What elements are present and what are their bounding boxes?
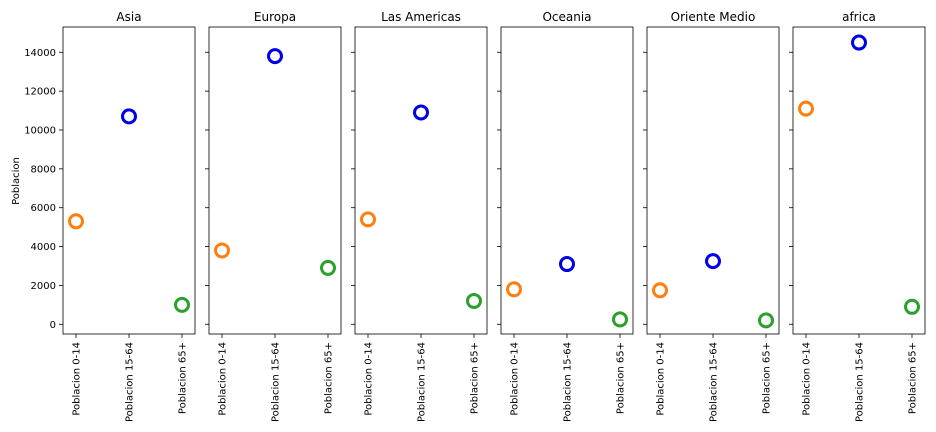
y-tick-label: 8000	[31, 164, 56, 175]
x-tick-label: Poblacion 0-14	[218, 342, 229, 416]
data-point	[612, 311, 628, 328]
x-tick-label: Poblacion 65+	[178, 342, 189, 414]
panel-title: Oceania	[542, 10, 591, 24]
x-tick-label: Poblacion 65+	[762, 342, 773, 414]
x-tick-label: Poblacion 65+	[616, 342, 627, 414]
data-point	[851, 34, 867, 51]
x-tick-label: Poblacion 15-64	[271, 342, 282, 422]
y-tick-label: 4000	[31, 242, 56, 253]
panel-title: Las Americas	[381, 10, 461, 24]
panel-frame	[208, 26, 342, 335]
data-point	[360, 211, 376, 228]
data-point	[214, 242, 230, 259]
panel-1: Europa Poblacion 0-14 Poblacion 15-64 Pobla…	[205, 10, 342, 422]
x-tick-label: Poblacion 0-14	[364, 342, 375, 416]
panel-4: Oriente Medio Poblacion 0-14 Poblacion 15-…	[643, 10, 780, 422]
data-point	[466, 292, 482, 309]
data-point	[705, 253, 721, 270]
panel-title: Europa	[254, 10, 296, 24]
data-point	[174, 296, 190, 313]
y-tick-label: 12000	[24, 87, 56, 98]
data-point	[559, 256, 575, 273]
data-point	[652, 282, 668, 299]
x-tick-label: Poblacion 15-64	[125, 342, 136, 422]
panel-title: Oriente Medio	[671, 10, 756, 24]
x-tick-label: Poblacion 15-64	[855, 342, 866, 422]
data-point	[121, 108, 137, 125]
data-point	[413, 104, 429, 121]
x-tick-label: Poblacion 0-14	[72, 342, 83, 416]
panel-frame	[354, 26, 488, 335]
y-axis-label: Poblacion	[11, 157, 22, 205]
y-axis-label-group: Poblacion	[11, 157, 22, 205]
x-tick-label: Poblacion 65+	[908, 342, 919, 414]
data-point	[798, 100, 814, 117]
x-tick-label: Poblacion 65+	[470, 342, 481, 414]
panel-title: africa	[842, 10, 876, 24]
data-point	[506, 281, 522, 298]
y-tick-label: 10000	[24, 125, 56, 136]
panel-title: Asia	[116, 10, 141, 24]
y-tick-label: 2000	[31, 281, 56, 292]
data-point	[320, 259, 336, 276]
x-tick-label: Poblacion 65+	[324, 342, 335, 414]
y-tick-label: 0	[50, 320, 56, 331]
x-tick-label: Poblacion 0-14	[656, 342, 667, 416]
data-point	[904, 298, 920, 315]
y-tick-label: 6000	[31, 203, 56, 214]
data-point	[267, 48, 283, 65]
panel-frame	[792, 26, 926, 335]
panel-0: Asia 0 2000 4000 6000 8000 10000 12000 14000 Pobl…	[24, 10, 196, 422]
x-tick-label: Poblacion 15-64	[709, 342, 720, 422]
panel-2: Las Americas Poblacion 0-14 Poblacion 15-6…	[351, 10, 488, 422]
x-tick-label: Poblacion 0-14	[510, 342, 521, 416]
x-tick-label: Poblacion 15-64	[563, 342, 574, 422]
panel-5: africa Poblacion 0-14 Poblacion 15-64 Pobla…	[789, 10, 926, 422]
data-point	[758, 312, 774, 329]
x-tick-label: Poblacion 0-14	[802, 342, 813, 416]
y-tick-label: 14000	[24, 48, 56, 59]
panel-frame	[62, 26, 196, 335]
panel-3: Oceania Poblacion 0-14 Poblacion 15-64 Pobl…	[497, 10, 634, 422]
panels: Asia 0 2000 4000 6000 8000 10000 12000 14000 Pobl…	[24, 10, 926, 422]
data-point	[68, 213, 84, 230]
x-tick-label: Poblacion 15-64	[417, 342, 428, 422]
